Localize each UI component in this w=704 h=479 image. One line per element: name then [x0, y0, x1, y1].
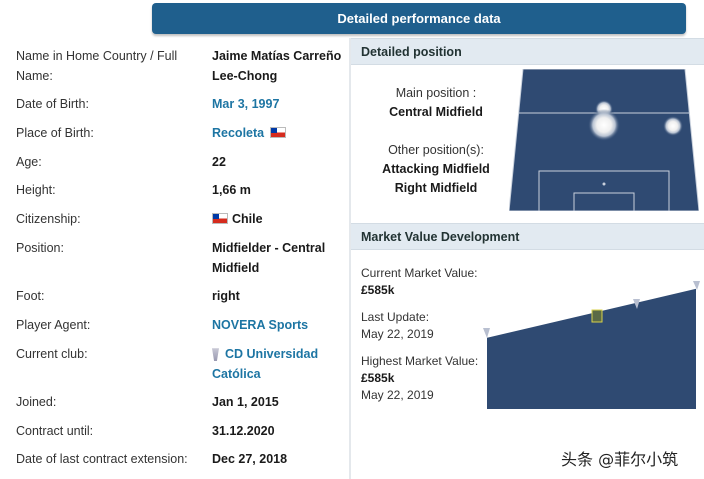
market-value-area	[487, 288, 696, 409]
market-value-header: Market Value Development	[351, 223, 704, 250]
last-update-label: Last Update:	[361, 310, 430, 324]
club-crest-icon[interactable]	[591, 309, 603, 323]
watermark-text: 头条 @菲尔小筑	[561, 450, 679, 469]
market-value-chart[interactable]	[479, 278, 704, 418]
right-panel: Detailed position Main position : Centra…	[351, 38, 704, 479]
other-positions-block: Other position(s): Attacking Midfield Ri…	[361, 141, 511, 198]
last-update-block: Last Update: May 22, 2019	[361, 309, 434, 343]
highest-value: £585k	[361, 371, 395, 385]
profile-label: Current club:	[16, 347, 88, 361]
citizenship-value: Chile	[212, 209, 342, 229]
club-crest-icon[interactable]	[693, 281, 700, 290]
goal-area	[573, 192, 635, 211]
profile-label: Date of Birth:	[16, 97, 89, 111]
highest-value-block: Highest Market Value: £585k May 22, 2019	[361, 353, 478, 404]
citizenship-text: Chile	[232, 212, 263, 226]
profile-label: Player Agent:	[16, 318, 91, 332]
agent-link[interactable]: NOVERA Sports	[212, 318, 309, 332]
profile-label: Age:	[16, 155, 42, 169]
other-position-value: Attacking Midfield	[382, 162, 490, 176]
central-midfield-marker	[588, 109, 620, 141]
profile-value: 31.12.2020	[212, 424, 275, 438]
club-crest-icon[interactable]	[212, 348, 219, 362]
last-update-date: May 22, 2019	[361, 327, 434, 341]
detailed-position-header: Detailed position	[351, 38, 704, 65]
profile-label: Citizenship:	[16, 212, 81, 226]
profile-value: Dec 27, 2018	[212, 452, 288, 466]
main-position-block: Main position : Central Midfield	[361, 84, 511, 122]
profile-value: Midfielder - Central Midfield	[212, 241, 326, 275]
current-value-block: Current Market Value: £585k	[361, 265, 478, 299]
profile-value: right	[212, 289, 240, 303]
chile-flag-icon	[212, 213, 228, 225]
other-position-value: Right Midfield	[394, 181, 478, 195]
club-crest-icon[interactable]	[633, 299, 640, 309]
birthplace-value: Recoleta	[212, 123, 342, 143]
profile-label: Foot:	[16, 289, 45, 303]
current-value: £585k	[361, 283, 395, 297]
profile-label: Joined:	[16, 395, 57, 409]
profile-label: Date of last contract extension:	[16, 452, 188, 466]
right-midfield-marker	[663, 116, 683, 136]
highest-value-label: Highest Market Value:	[361, 354, 479, 368]
detailed-performance-button[interactable]: Detailed performance data	[152, 3, 686, 34]
profile-label: Place of Birth:	[16, 126, 94, 140]
highest-value-date: May 22, 2019	[361, 388, 434, 402]
profile-label: Position:	[16, 241, 64, 255]
detailed-performance-label: Detailed performance data	[337, 11, 501, 26]
profile-value: Jan 1, 2015	[212, 395, 279, 409]
profile-value: 22	[212, 155, 226, 169]
club-link[interactable]: CD Universidad Católica	[212, 347, 319, 381]
club-crest-icon[interactable]	[483, 328, 490, 338]
column-divider	[349, 38, 351, 479]
profile-label: Contract until:	[16, 424, 94, 438]
penalty-area	[538, 170, 670, 211]
profile-value: Jaime Matías Carreño Lee-Chong	[212, 49, 342, 83]
chile-flag-icon	[270, 127, 287, 139]
position-pitch-diagram	[509, 69, 699, 211]
penalty-spot	[602, 182, 606, 186]
main-position-label: Main position :	[395, 86, 477, 100]
birthplace-link[interactable]: Recoleta	[212, 126, 265, 140]
profile-value: 1,66 m	[212, 183, 251, 197]
current-value-label: Current Market Value:	[361, 266, 478, 280]
player-profile-table: Name in Home Country / Full Name: Jaime …	[0, 38, 349, 479]
club-value: CD Universidad Católica	[212, 344, 342, 384]
other-positions-label: Other position(s):	[388, 143, 484, 157]
profile-label: Name in Home Country / Full Name:	[16, 49, 178, 83]
dob-link[interactable]: Mar 3, 1997	[212, 97, 280, 111]
main-position-value: Central Midfield	[389, 105, 483, 119]
profile-label: Height:	[16, 183, 56, 197]
